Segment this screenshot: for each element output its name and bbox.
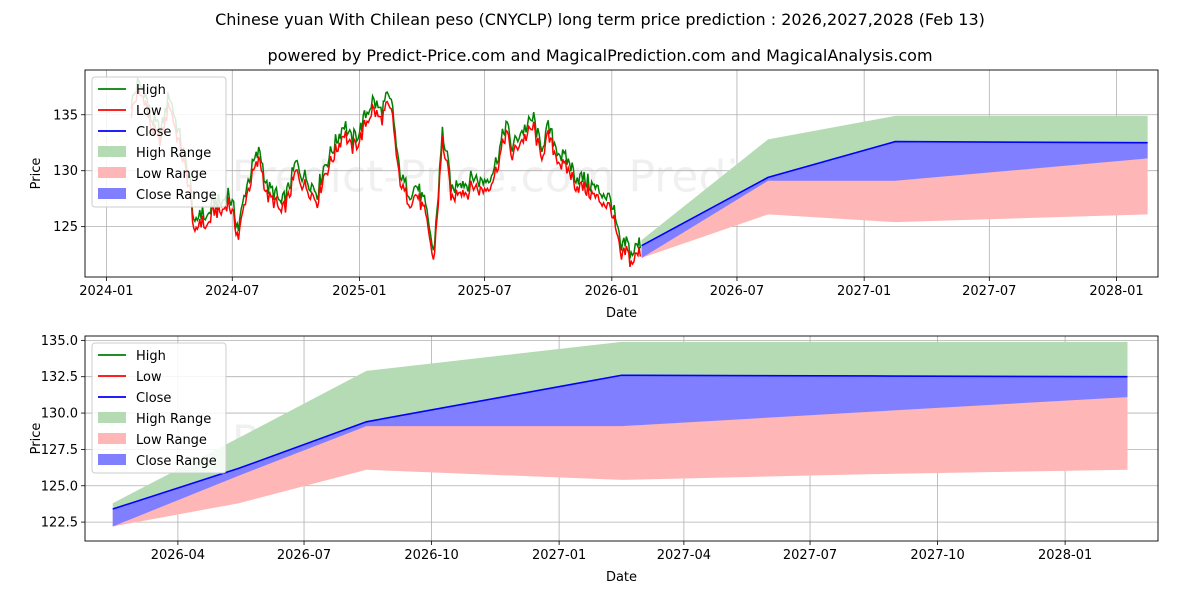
- chart-panel-2: Predict-Price.com Predict-Price.com2026-…: [29, 334, 1159, 585]
- x-tick-label: 2025-01: [332, 284, 386, 299]
- x-tick-label: 2026-10: [404, 548, 458, 563]
- legend: High Low Close High Range Low Range Close Ran…: [91, 342, 227, 474]
- legend-label: Low Range: [136, 433, 207, 448]
- x-tick-label: 2026-04: [151, 548, 205, 563]
- chart-subtitle: powered by Predict-Price.com and Magical…: [267, 46, 933, 65]
- x-tick-label: 2026-07: [710, 284, 764, 299]
- y-axis-label: Price: [29, 423, 44, 455]
- x-tick-label: 2027-04: [657, 548, 711, 563]
- x-tick-label: 2026-07: [277, 548, 331, 563]
- x-tick-label: 2026-01: [585, 284, 639, 299]
- legend-label: High Range: [136, 146, 211, 161]
- plot-area: [112, 341, 1128, 527]
- x-tick-label: 2027-10: [910, 548, 964, 563]
- legend-swatch: [98, 454, 126, 465]
- legend-swatch: [98, 167, 126, 178]
- x-tick-label: 2027-01: [837, 284, 891, 299]
- x-tick-label: 2024-07: [205, 284, 259, 299]
- x-tick-label: 2027-07: [962, 284, 1016, 299]
- close-forecast-line: [641, 140, 1148, 247]
- y-tick-label: 125: [53, 220, 78, 235]
- y-tick-label: 132.5: [41, 370, 78, 385]
- y-tick-label: 122.5: [41, 516, 78, 531]
- y-tick-label: 130: [53, 164, 78, 179]
- x-tick-label: 2027-07: [783, 548, 837, 563]
- plot-frame: [84, 335, 1159, 542]
- legend-swatch: [98, 433, 126, 444]
- x-tick-label: 2024-01: [79, 284, 133, 299]
- x-tick-label: 2028-01: [1089, 284, 1143, 299]
- legend-swatch: [98, 188, 126, 199]
- low-series-line: [130, 86, 642, 268]
- close-range-band: [641, 141, 1148, 258]
- x-axis-label: Date: [606, 306, 637, 321]
- legend-label: High: [136, 83, 166, 98]
- y-tick-label: 127.5: [41, 443, 78, 458]
- legend-label: Close Range: [136, 454, 217, 469]
- legend: High Low Close High Range Low Range Close Ran…: [91, 76, 227, 208]
- y-tick-label: 125.0: [41, 479, 78, 494]
- legend-label: Low Range: [136, 167, 207, 182]
- legend-label: Close: [136, 391, 171, 406]
- legend-swatch: [98, 412, 126, 423]
- legend-label: Close: [136, 125, 171, 140]
- y-tick-label: 135: [53, 108, 78, 123]
- legend-label: High: [136, 349, 166, 364]
- y-tick-label: 130.0: [41, 407, 78, 422]
- high-range-band: [112, 341, 1128, 510]
- x-tick-label: 2025-07: [457, 284, 511, 299]
- high-range-band: [641, 115, 1148, 246]
- x-tick-label: 2028-01: [1038, 548, 1092, 563]
- legend-label: Low: [136, 370, 162, 385]
- legend-swatch: [98, 146, 126, 157]
- close-range-band: [112, 375, 1128, 527]
- x-tick-label: 2027-01: [532, 548, 586, 563]
- chart-panel-1: Predict-Price.com Predict-Price.com2024-…: [29, 69, 1159, 321]
- plot-frame: [84, 69, 1159, 278]
- x-axis-label: Date: [606, 570, 637, 585]
- legend-label: Close Range: [136, 188, 217, 203]
- chart-title: Chinese yuan With Chilean peso (CNYCLP) …: [215, 10, 985, 29]
- y-axis-label: Price: [29, 158, 44, 190]
- low-range-band: [641, 141, 1148, 258]
- legend-label: Low: [136, 104, 162, 119]
- close-forecast-line: [112, 374, 1128, 510]
- legend-label: High Range: [136, 412, 211, 427]
- y-tick-label: 135.0: [41, 334, 78, 349]
- low-range-band: [112, 375, 1128, 527]
